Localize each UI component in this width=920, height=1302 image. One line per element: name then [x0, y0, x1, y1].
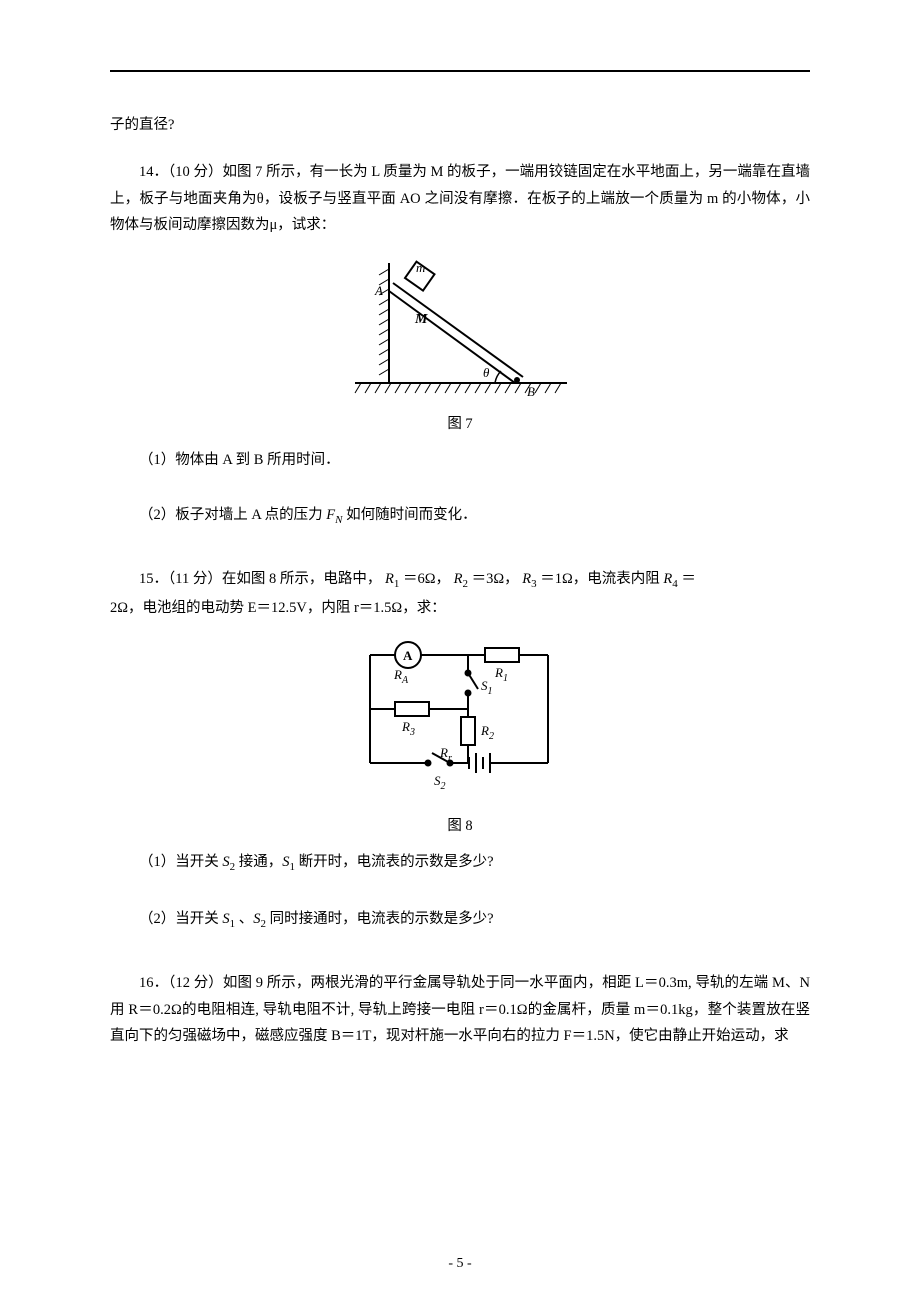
label-S2s: 2 — [441, 781, 446, 792]
label-RA: R — [393, 667, 402, 682]
label-RAs: A — [401, 675, 409, 686]
q14-item1: （1）物体由 A 到 B 所用时间． — [110, 447, 810, 474]
q14-item2-N: N — [335, 514, 342, 526]
q15-i1-S1: S — [282, 854, 289, 870]
q15-item2: （2）当开关 S1 、S2 同时接通时，电流表的示数是多少? — [110, 906, 810, 934]
q15-item1: （1）当开关 S2 接通，S1 断开时，电流表的示数是多少? — [110, 849, 810, 877]
svg-text:RA: RA — [393, 667, 409, 686]
label-R2s: 2 — [489, 731, 494, 742]
q15-i2-S2: S — [253, 911, 260, 927]
q15: 15．（11 分）在如图 8 所示，电路中， R1 ＝6Ω， R2 ＝3Ω， R… — [110, 566, 810, 934]
q15-R3v: ＝1Ω，电流表内阻 — [537, 571, 664, 587]
q15-caption: 图 8 — [110, 814, 810, 835]
svg-text:R3: R3 — [401, 719, 415, 738]
label-R2: R — [480, 723, 489, 738]
q14: 14．（10 分）如图 7 所示，有一长为 L 质量为 M 的板子，一端用铰链固… — [110, 159, 810, 530]
svg-text:R1: R1 — [494, 665, 508, 684]
q14-item2-a: （2）板子对墙上 A 点的压力 — [139, 507, 326, 523]
q14-caption: 图 7 — [110, 412, 810, 433]
q15-R4v: ＝ — [678, 571, 696, 587]
page-number: - 5 - — [0, 1256, 920, 1272]
q14-item2-b: 如何随时间而变化． — [343, 507, 477, 523]
q15-i1-b: 接通， — [235, 854, 282, 870]
q15-heading-l1: 15．（11 分）在如图 8 所示，电路中， R1 ＝6Ω， R2 ＝3Ω， R… — [110, 566, 810, 594]
svg-text:S1: S1 — [481, 678, 493, 697]
label-R1: R — [494, 665, 503, 680]
q15-i2-c: 同时接通时，电流表的示数是多少? — [266, 911, 494, 927]
label-R1s: 1 — [503, 673, 508, 684]
label-theta: θ — [483, 365, 490, 380]
q15-i2-a: （2）当开关 — [139, 911, 222, 927]
label-A: A — [403, 648, 413, 663]
label-M: M — [414, 312, 428, 327]
q15-i2-b: 、 — [235, 911, 253, 927]
q14-svg: m A M θ B — [345, 253, 575, 403]
q15-R4: R — [663, 571, 672, 587]
label-S1s: 1 — [488, 686, 493, 697]
q15-i1-a: （1）当开关 — [139, 854, 222, 870]
label-Rrs: r — [448, 753, 452, 764]
svg-text:R2: R2 — [480, 723, 494, 742]
q15-heading-l2: 2Ω，电池组的电动势 E＝12.5V，内阻 r＝1.5Ω，求： — [110, 595, 810, 622]
q15-R1: R — [385, 571, 394, 587]
q16-heading: 16．（12 分）如图 9 所示，两根光滑的平行金属导轨处于同一水平面内，相距 … — [110, 970, 810, 1050]
label-Rr: R — [439, 745, 448, 760]
q15-R3: R — [522, 571, 531, 587]
q14-figure: m A M θ B 图 7 — [110, 253, 810, 433]
label-B: B — [527, 384, 535, 399]
fragment-top: 子的直径? — [110, 112, 810, 139]
q14-item2: （2）板子对墙上 A 点的压力 FN 如何随时间而变化． — [110, 502, 810, 530]
top-rule — [110, 70, 810, 72]
q15-R1v: ＝6Ω， — [399, 571, 450, 587]
q16: 16．（12 分）如图 9 所示，两根光滑的平行金属导轨处于同一水平面内，相距 … — [110, 970, 810, 1050]
label-A: A — [374, 283, 383, 298]
svg-text:S2: S2 — [434, 773, 446, 792]
q15-R2v: ＝3Ω， — [468, 571, 519, 587]
q15-i1-c: 断开时，电流表的示数是多少? — [295, 854, 494, 870]
q15-h-a: 15．（11 分）在如图 8 所示，电路中， — [139, 571, 381, 587]
q15-svg: A RA R1 S1 R3 R2 Rr S2 — [350, 635, 570, 805]
q14-item2-F: F — [326, 507, 335, 523]
label-m: m — [416, 260, 425, 275]
page: 子的直径? 14．（10 分）如图 7 所示，有一长为 L 质量为 M 的板子，… — [0, 0, 920, 1302]
q15-i2-S1: S — [222, 911, 229, 927]
q14-heading: 14．（10 分）如图 7 所示，有一长为 L 质量为 M 的板子，一端用铰链固… — [110, 159, 810, 239]
label-R3: R — [401, 719, 410, 734]
q15-i1-S2: S — [222, 854, 229, 870]
label-R3s: 3 — [409, 727, 415, 738]
q15-figure: A RA R1 S1 R3 R2 Rr S2 图 8 — [110, 635, 810, 835]
